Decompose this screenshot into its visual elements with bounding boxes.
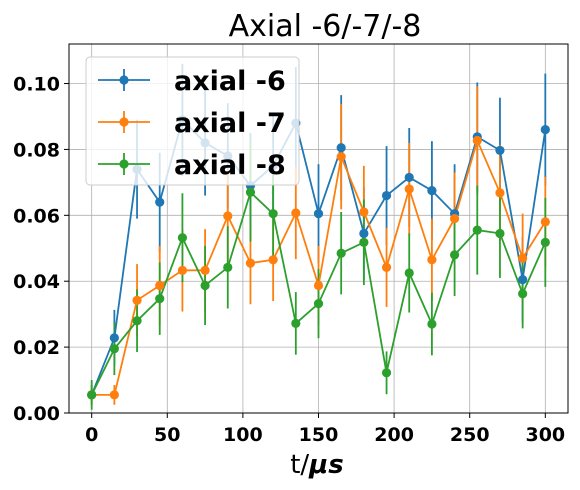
data-point-axial-minus-6 bbox=[313, 209, 324, 219]
data-point-axial-minus-7 bbox=[427, 255, 437, 265]
data-point-axial-minus-7 bbox=[404, 184, 414, 194]
data-point-axial-minus-8 bbox=[291, 318, 301, 328]
data-point-axial-minus-6 bbox=[359, 228, 369, 239]
data-point-axial-minus-8 bbox=[449, 250, 460, 260]
data-point-axial-minus-7 bbox=[200, 265, 210, 275]
data-point-axial-minus-8 bbox=[223, 262, 233, 272]
y-tick-label: 0.10 bbox=[13, 74, 60, 96]
data-point-axial-minus-8 bbox=[155, 294, 165, 304]
y-tick-label: 0.04 bbox=[13, 271, 60, 293]
data-point-axial-minus-8 bbox=[87, 390, 97, 400]
legend-label: axial -7 bbox=[174, 108, 286, 139]
data-point-axial-minus-7 bbox=[381, 262, 392, 272]
data-point-axial-minus-7 bbox=[518, 253, 528, 263]
data-point-axial-minus-7 bbox=[540, 217, 550, 227]
x-tick-label: 50 bbox=[154, 424, 180, 446]
data-point-axial-minus-7 bbox=[155, 280, 165, 291]
data-point-axial-minus-7 bbox=[245, 258, 256, 268]
data-point-axial-minus-7 bbox=[177, 265, 188, 275]
x-tick-label: 250 bbox=[450, 424, 490, 446]
x-tick-label: 100 bbox=[223, 424, 263, 446]
data-point-axial-minus-8 bbox=[404, 268, 414, 278]
data-point-axial-minus-8 bbox=[518, 289, 528, 299]
legend-box bbox=[85, 56, 300, 186]
data-point-axial-minus-8 bbox=[540, 237, 550, 247]
data-point-axial-minus-7 bbox=[268, 255, 278, 265]
legend: axial -6 axial -7 axial -8 bbox=[85, 56, 300, 186]
data-point-axial-minus-7 bbox=[223, 211, 233, 221]
x-axis-label-prefix: t/ bbox=[290, 450, 309, 480]
legend-marker bbox=[119, 117, 129, 127]
y-tick-label: 0.06 bbox=[13, 205, 60, 227]
data-point-axial-minus-6 bbox=[518, 274, 528, 285]
x-tick-label: 300 bbox=[525, 424, 565, 446]
data-point-axial-minus-8 bbox=[313, 299, 324, 309]
data-point-axial-minus-7 bbox=[109, 390, 119, 400]
data-point-axial-minus-7 bbox=[449, 214, 460, 224]
data-point-axial-minus-6 bbox=[336, 143, 346, 153]
legend-label: axial -8 bbox=[174, 150, 286, 181]
data-point-axial-minus-8 bbox=[109, 344, 119, 354]
data-point-axial-minus-8 bbox=[495, 228, 505, 239]
x-axis-label-unit: μs bbox=[308, 450, 344, 480]
y-tick-label: 0.02 bbox=[13, 337, 60, 359]
data-point-axial-minus-7 bbox=[336, 152, 346, 162]
data-point-axial-minus-7 bbox=[291, 208, 301, 218]
x-tick-label: 150 bbox=[299, 424, 339, 446]
data-point-axial-minus-8 bbox=[245, 187, 256, 197]
data-point-axial-minus-8 bbox=[268, 209, 278, 219]
y-tick-label: 0.00 bbox=[13, 403, 60, 425]
axis-ticks: 0 50 100 150 200 250 300 0.00 0.02 0.04 0.06 0.08 0.… bbox=[13, 74, 565, 446]
data-point-axial-minus-7 bbox=[132, 295, 142, 305]
data-point-axial-minus-8 bbox=[200, 280, 210, 291]
data-point-axial-minus-7 bbox=[313, 280, 324, 291]
data-point-axial-minus-8 bbox=[359, 237, 369, 247]
data-point-axial-minus-6 bbox=[427, 186, 437, 196]
data-point-axial-minus-8 bbox=[427, 319, 437, 329]
data-point-axial-minus-7 bbox=[495, 188, 505, 198]
x-tick-label: 0 bbox=[85, 424, 98, 446]
data-point-axial-minus-8 bbox=[177, 233, 188, 243]
data-point-axial-minus-8 bbox=[472, 225, 482, 235]
data-point-axial-minus-6 bbox=[404, 172, 414, 183]
data-point-axial-minus-7 bbox=[472, 135, 482, 146]
legend-label: axial -6 bbox=[174, 66, 286, 97]
data-point-axial-minus-7 bbox=[359, 207, 369, 217]
data-point-axial-minus-6 bbox=[495, 145, 505, 156]
data-point-axial-minus-8 bbox=[381, 368, 392, 378]
data-point-axial-minus-6 bbox=[109, 333, 119, 343]
data-point-axial-minus-8 bbox=[336, 248, 346, 258]
data-point-axial-minus-6 bbox=[540, 125, 550, 135]
series-markers bbox=[87, 115, 550, 400]
x-tick-label: 200 bbox=[374, 424, 414, 446]
y-tick-label: 0.08 bbox=[13, 139, 60, 161]
data-point-axial-minus-8 bbox=[132, 316, 142, 326]
data-point-axial-minus-6 bbox=[155, 197, 165, 207]
x-axis-label: t/μs bbox=[290, 450, 344, 480]
legend-marker bbox=[119, 75, 129, 85]
chart-title: Axial -6/-7/-8 bbox=[229, 9, 422, 44]
data-point-axial-minus-6 bbox=[381, 190, 392, 201]
legend-marker bbox=[119, 159, 129, 169]
